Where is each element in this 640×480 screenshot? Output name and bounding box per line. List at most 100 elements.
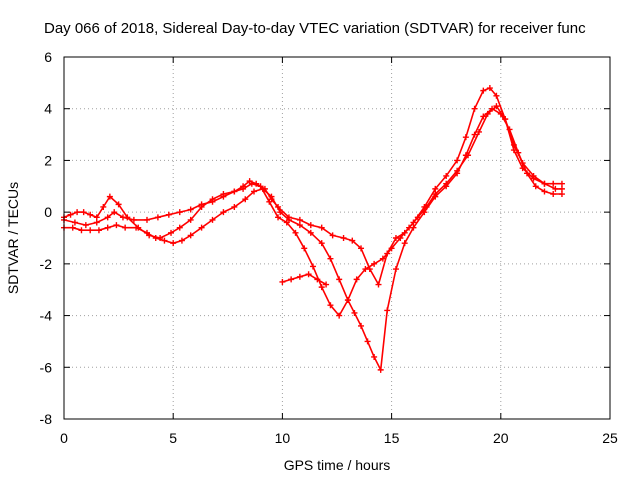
data-point — [220, 209, 227, 216]
data-point — [87, 211, 94, 218]
data-point — [364, 338, 371, 345]
data-point — [392, 266, 399, 273]
data-point — [371, 353, 378, 360]
data-point — [283, 219, 290, 226]
data-point — [349, 237, 356, 244]
data-point — [379, 255, 386, 262]
data-point — [87, 227, 94, 234]
data-point — [187, 216, 194, 223]
data-point — [248, 180, 255, 187]
data-point — [454, 157, 461, 164]
y-tick-label: 4 — [44, 101, 52, 117]
data-point — [432, 185, 439, 192]
data-point — [423, 203, 430, 210]
data-point — [209, 216, 216, 223]
data-point — [154, 214, 161, 221]
data-point — [115, 201, 122, 208]
data-point — [176, 224, 183, 231]
x-tick-label: 25 — [602, 430, 618, 446]
data-point — [480, 87, 487, 94]
data-point — [113, 222, 120, 229]
data-point — [530, 172, 537, 179]
grid — [64, 57, 610, 419]
data-point — [257, 183, 264, 190]
data-point — [471, 105, 478, 112]
y-axis-label: SDTVAR / TECUs — [5, 182, 21, 294]
data-point — [170, 240, 177, 247]
data-point — [502, 116, 509, 123]
data-point — [93, 214, 100, 221]
data-point — [220, 191, 227, 198]
data-point — [242, 196, 249, 203]
y-tick-label: -2 — [40, 256, 53, 272]
data-point — [198, 203, 205, 210]
data-point — [251, 188, 258, 195]
data-point — [550, 180, 557, 187]
data-point — [443, 172, 450, 179]
data-point — [384, 307, 391, 314]
data-point — [358, 245, 365, 252]
data-point — [292, 229, 299, 236]
data-point — [552, 185, 559, 192]
series-line — [63, 105, 562, 317]
data-point — [541, 180, 548, 187]
data-point — [268, 193, 275, 200]
data-point — [209, 196, 216, 203]
data-point — [377, 366, 384, 373]
x-tick-label: 0 — [60, 430, 68, 446]
data-point — [493, 103, 500, 110]
data-point — [122, 224, 129, 231]
data-point — [550, 191, 557, 198]
y-tick-label: 0 — [44, 204, 52, 220]
data-point — [168, 229, 175, 236]
data-point — [165, 211, 172, 218]
data-point — [318, 224, 325, 231]
data-point — [480, 113, 487, 120]
data-point — [301, 245, 308, 252]
data-point — [82, 222, 89, 229]
y-tick-label: -6 — [40, 359, 53, 375]
data-point — [277, 209, 284, 216]
data-point — [124, 214, 131, 221]
x-tick-label: 10 — [275, 430, 291, 446]
data-point — [362, 266, 369, 273]
data-point — [327, 255, 334, 262]
data-point — [78, 227, 85, 234]
data-point — [80, 209, 87, 216]
data-point — [493, 92, 500, 99]
data-point — [305, 271, 312, 278]
data-point — [176, 209, 183, 216]
y-tick-label: -8 — [40, 411, 53, 427]
data-point — [307, 229, 314, 236]
data-point — [353, 276, 360, 283]
data-point — [465, 152, 472, 159]
data-point — [100, 203, 107, 210]
x-tick-label: 20 — [493, 430, 509, 446]
data-point — [486, 85, 493, 92]
data-point — [111, 209, 118, 216]
data-point — [279, 278, 286, 285]
data-point — [318, 240, 325, 247]
data-point — [157, 235, 164, 241]
data-point — [336, 312, 343, 319]
data-point — [67, 211, 74, 218]
data-point — [146, 232, 153, 239]
data-point — [266, 198, 273, 205]
data-point — [443, 180, 450, 187]
series-line — [63, 87, 562, 286]
data-point — [484, 110, 491, 117]
data-point — [198, 224, 205, 231]
data-point — [288, 276, 295, 283]
data-point — [296, 273, 303, 280]
data-point — [541, 188, 548, 195]
data-point — [462, 134, 469, 141]
x-tick-label: 5 — [169, 430, 177, 446]
data-point — [406, 224, 413, 231]
data-point — [454, 167, 461, 174]
data-point — [309, 263, 316, 270]
data-point — [558, 180, 565, 187]
x-axis-label: GPS time / hours — [284, 457, 391, 473]
data-point — [351, 309, 358, 316]
data-point — [414, 214, 421, 221]
